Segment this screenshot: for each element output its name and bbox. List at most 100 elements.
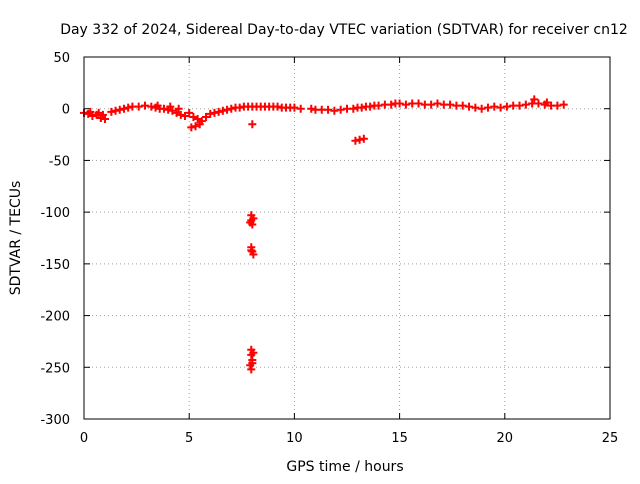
- chart-title: Day 332 of 2024, Sidereal Day-to-day VTE…: [60, 22, 628, 38]
- data-point: [172, 108, 181, 117]
- data-point: [197, 117, 206, 126]
- data-point: [202, 112, 211, 121]
- data-point: [307, 104, 316, 113]
- data-point: [248, 359, 257, 368]
- data-point: [124, 103, 133, 112]
- data-point: [330, 106, 339, 115]
- data-point: [427, 100, 436, 109]
- data-points: [80, 95, 568, 374]
- data-point: [235, 103, 244, 112]
- data-point: [166, 102, 175, 111]
- x-tick-label: 10: [286, 431, 303, 446]
- data-point: [88, 111, 97, 120]
- grid-lines: [84, 57, 610, 419]
- y-axis-title: SDTVAR / TECUs: [8, 181, 24, 296]
- y-tick-label: -200: [40, 310, 70, 325]
- y-tick-label: 0: [62, 103, 70, 118]
- data-point: [214, 107, 223, 116]
- plot-frame: [83, 56, 611, 420]
- x-axis-title: GPS time / hours: [286, 459, 403, 475]
- data-point: [559, 100, 568, 109]
- data-point: [193, 115, 202, 124]
- data-point: [101, 115, 110, 124]
- data-point: [176, 110, 185, 119]
- data-point: [446, 100, 455, 109]
- x-tick-label: 0: [80, 431, 88, 446]
- data-point: [187, 123, 196, 132]
- data-point: [180, 111, 189, 120]
- data-point: [134, 102, 143, 111]
- data-point: [86, 107, 95, 116]
- data-point: [111, 106, 120, 115]
- data-point: [395, 99, 404, 108]
- data-point: [542, 98, 551, 107]
- data-point: [218, 106, 227, 115]
- data-point: [189, 112, 198, 121]
- data-point: [374, 101, 383, 110]
- y-tick-label: -100: [40, 206, 70, 221]
- data-point: [387, 100, 396, 109]
- data-point: [248, 120, 257, 129]
- data-point: [359, 134, 368, 143]
- data-point: [174, 104, 183, 113]
- data-point: [496, 103, 505, 112]
- x-tick-label: 25: [602, 431, 619, 446]
- data-point: [530, 95, 539, 104]
- x-tick-label: 5: [185, 431, 193, 446]
- data-point: [534, 99, 543, 108]
- data-point: [490, 102, 499, 111]
- data-point: [401, 100, 410, 109]
- data-point: [324, 105, 333, 114]
- data-point: [147, 102, 156, 111]
- data-point: [553, 101, 562, 110]
- data-point: [355, 135, 364, 144]
- data-point: [249, 214, 258, 223]
- data-point: [357, 103, 366, 112]
- data-point: [521, 100, 530, 109]
- data-point: [290, 103, 299, 112]
- data-point: [349, 104, 358, 113]
- data-point: [185, 108, 194, 117]
- data-point: [159, 104, 168, 113]
- data-point: [458, 101, 467, 110]
- data-point: [502, 102, 511, 111]
- data-point: [210, 108, 219, 117]
- data-point: [249, 250, 258, 259]
- data-point: [115, 105, 124, 114]
- data-point: [296, 104, 305, 113]
- data-point: [119, 104, 128, 113]
- data-point: [98, 110, 107, 119]
- data-point: [247, 365, 256, 374]
- data-point: [191, 122, 200, 131]
- data-point: [366, 102, 375, 111]
- data-point: [168, 106, 177, 115]
- data-point: [107, 107, 116, 116]
- y-tick-label: -50: [49, 154, 70, 169]
- y-tick-label: -150: [40, 258, 70, 273]
- data-point: [273, 102, 282, 111]
- y-tick-label: -300: [40, 413, 70, 428]
- data-point: [227, 104, 236, 113]
- data-point: [141, 101, 150, 110]
- data-point: [477, 104, 486, 113]
- data-point: [206, 109, 215, 118]
- x-tick-label: 15: [391, 431, 408, 446]
- data-point: [153, 101, 162, 110]
- data-point: [433, 99, 442, 108]
- data-point: [414, 99, 423, 108]
- y-tick-label: -250: [40, 361, 70, 376]
- data-point: [223, 105, 232, 114]
- data-point: [246, 218, 255, 227]
- data-point: [94, 108, 103, 117]
- data-point: [483, 103, 492, 112]
- data-point: [515, 101, 524, 110]
- data-point: [351, 136, 360, 145]
- data-point: [471, 103, 480, 112]
- data-point: [247, 246, 256, 255]
- data-point: [465, 102, 474, 111]
- data-point: [336, 105, 345, 114]
- x-tick-label: 20: [497, 431, 514, 446]
- y-tick-label: 50: [53, 51, 70, 66]
